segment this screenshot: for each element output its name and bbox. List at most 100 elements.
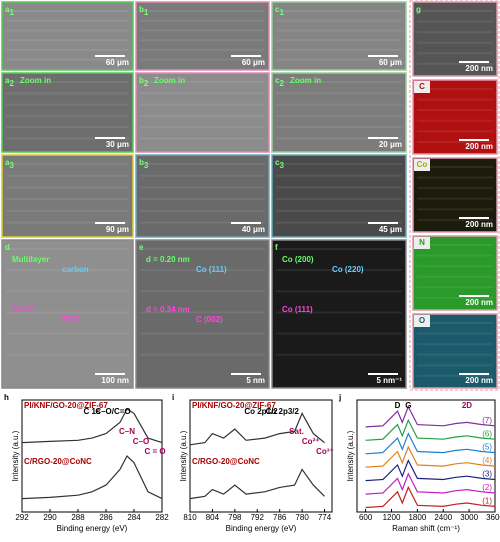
x-tick-label: 1800: [408, 513, 426, 522]
panel-letter: b: [139, 76, 144, 85]
texture: [276, 174, 402, 177]
texture: [417, 244, 493, 246]
spectrum: [365, 445, 496, 468]
annotation: C (002): [196, 315, 223, 324]
texture: [6, 269, 129, 272]
texture: [140, 114, 265, 117]
panel-letter: c: [275, 5, 280, 14]
panel-letter: a: [5, 158, 10, 167]
scale-text: 20 μm: [379, 140, 402, 149]
peak-label: C = O: [144, 447, 165, 456]
peak-label: C–N: [119, 427, 135, 436]
texture: [276, 209, 402, 212]
spectrum: [365, 485, 496, 509]
texture: [6, 114, 129, 117]
texture: [417, 109, 493, 112]
texture: [417, 88, 493, 90]
texture: [417, 119, 493, 122]
scale-text: 60 μm: [379, 58, 402, 67]
texture: [417, 187, 493, 190]
texture: [140, 269, 265, 272]
panel-label: a3: [5, 158, 14, 170]
texture: [417, 296, 493, 299]
x-tick-label: 292: [15, 513, 29, 522]
x-tick-label: 804: [206, 513, 220, 522]
texture: [6, 209, 129, 212]
annotation: Co (111): [282, 305, 313, 314]
image-panel: [1, 239, 134, 389]
texture: [276, 290, 402, 293]
texture: [417, 265, 493, 268]
element-label: C: [419, 82, 425, 91]
y-axis-label: Intensity (a.u.): [346, 430, 355, 481]
panel-letter: b: [139, 5, 144, 14]
texture: [417, 374, 493, 377]
texture: [140, 29, 265, 32]
texture: [417, 98, 493, 101]
texture: [417, 332, 493, 335]
series-label: (7): [482, 416, 492, 425]
panel-label: g: [416, 5, 421, 14]
image-panel: [271, 72, 407, 153]
series-label: (4): [482, 456, 492, 465]
texture: [6, 10, 129, 12]
texture: [276, 221, 402, 224]
panel-letter: f: [275, 243, 278, 252]
texture: [276, 353, 402, 356]
texture: [140, 290, 265, 293]
annotation: Multilayer: [12, 255, 49, 264]
spectrum: [365, 432, 496, 455]
texture: [276, 114, 402, 117]
scale-text: 40 μm: [242, 225, 265, 234]
texture: [276, 103, 402, 106]
sample-label: PI/KNF/GO-20@ZIF-67: [24, 401, 108, 410]
element-badge: [414, 81, 430, 93]
texture: [140, 137, 265, 140]
element-label: Co: [417, 160, 428, 169]
texture: [276, 126, 402, 129]
texture: [140, 126, 265, 129]
texture: [140, 332, 265, 335]
spectrum: [189, 412, 325, 446]
texture: [276, 163, 402, 165]
x-tick-label: 780: [295, 513, 309, 522]
element-badge: [414, 237, 430, 249]
texture: [417, 20, 493, 23]
panel-label: a1: [5, 5, 14, 17]
texture: [276, 269, 402, 272]
plot-frame: [189, 399, 333, 513]
texture: [6, 58, 129, 61]
y-axis-label: Intensity (a.u.): [11, 430, 20, 481]
spectrum: [365, 418, 496, 441]
panel-label: b3: [139, 158, 149, 170]
panel-sub: 3: [279, 161, 284, 170]
sample-label: C/RGO-20@CoNC: [192, 457, 260, 466]
annotation: d = 0.20 nm: [146, 255, 190, 264]
texture: [140, 39, 265, 42]
scale-text: 90 μm: [106, 225, 129, 234]
image-panel: [1, 72, 134, 153]
image-panel: [412, 157, 498, 233]
peak-label: Sat.: [289, 427, 304, 436]
scale-text: 200 nm: [465, 142, 493, 151]
annotation: Zoom in: [290, 76, 321, 85]
spectrum: [189, 468, 325, 500]
texture: [417, 52, 493, 55]
y-axis-label: Intensity (a.u.): [179, 430, 188, 481]
texture: [6, 163, 129, 165]
x-tick-label: 3000: [460, 513, 478, 522]
spectrum: [365, 472, 496, 495]
x-tick-label: 810: [183, 513, 197, 522]
scale-text: 200 nm: [465, 220, 493, 229]
scale-text: 5 nm: [246, 376, 265, 385]
panel-letter: c: [275, 158, 280, 167]
annotation: carbon: [62, 265, 89, 274]
scale-text: 45 μm: [379, 225, 402, 234]
texture: [276, 19, 402, 22]
scale-text: 60 μm: [242, 58, 265, 67]
texture: [140, 186, 265, 189]
image-panel: [1, 1, 134, 71]
texture: [140, 10, 265, 12]
plot-frame: [21, 399, 163, 513]
image-panel: [135, 1, 270, 71]
